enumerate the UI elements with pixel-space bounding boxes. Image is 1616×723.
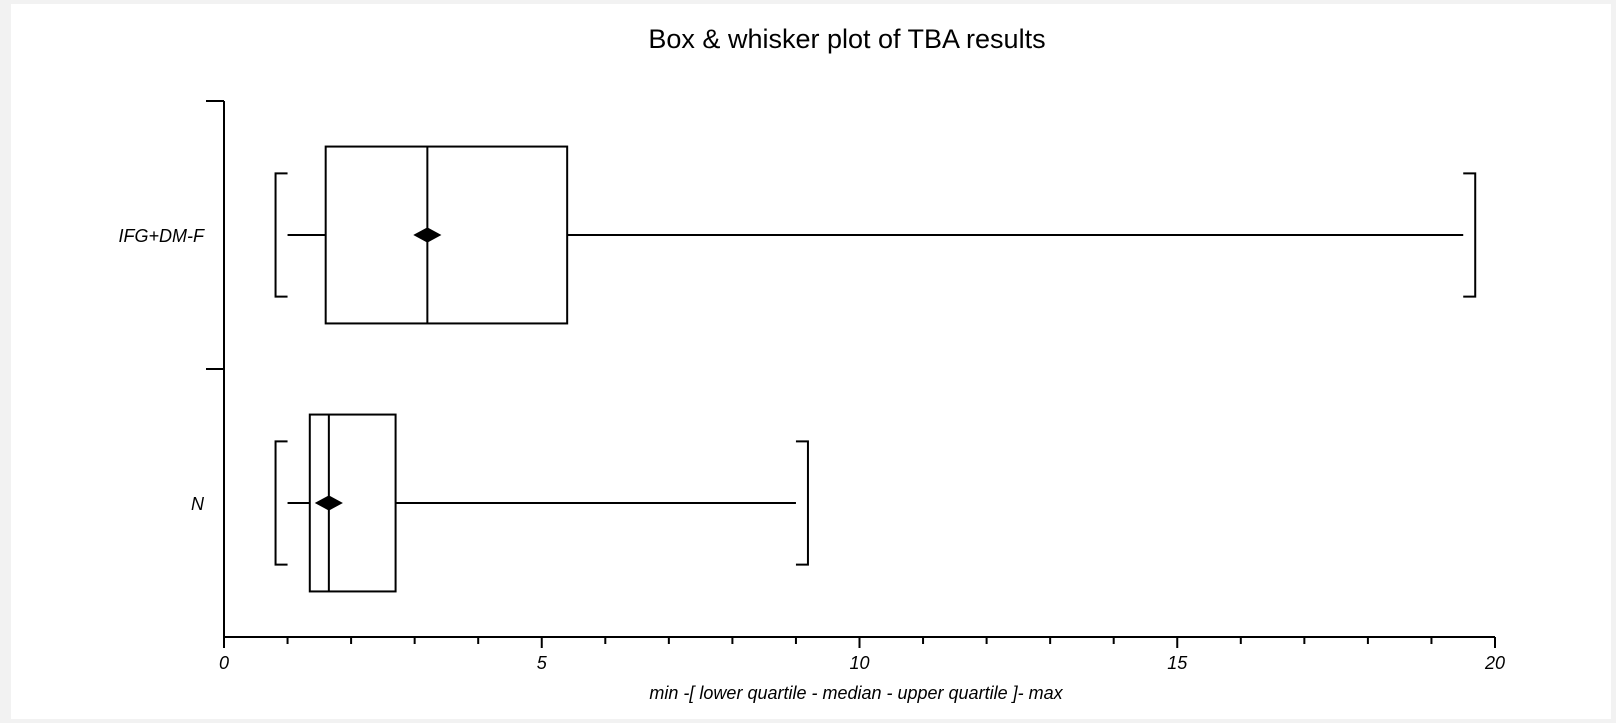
x-tick-label: 20 — [1484, 653, 1505, 673]
interquartile-box — [324, 145, 569, 325]
min-cap — [274, 440, 288, 566]
min-cap — [274, 172, 288, 298]
mean-marker — [314, 495, 343, 511]
x-axis-ticks: 0 5 10 15 20 — [219, 637, 1505, 673]
x-tick-label: 10 — [849, 653, 869, 673]
x-tick-label: 0 — [219, 653, 229, 673]
y-category-label: IFG+DM-F — [119, 226, 205, 246]
box-whisker-chart: Box & whisker plot of TBA results 0 5 10 15… — [119, 24, 1506, 703]
x-axis-label: min -[ lower quartile - median - upper q… — [649, 683, 1063, 703]
y-category-label: N — [191, 494, 205, 514]
x-tick-label: 15 — [1167, 653, 1188, 673]
mean-marker — [413, 227, 442, 243]
chart-figure: Box & whisker plot of TBA results 0 5 10 15… — [11, 4, 1611, 719]
plot-area — [274, 145, 1477, 593]
max-cap — [795, 440, 809, 566]
x-tick-label: 5 — [537, 653, 548, 673]
chart-title: Box & whisker plot of TBA results — [648, 24, 1045, 54]
max-cap — [1463, 172, 1477, 298]
y-axis-ticks: IFG+DM-F N — [119, 100, 224, 514]
